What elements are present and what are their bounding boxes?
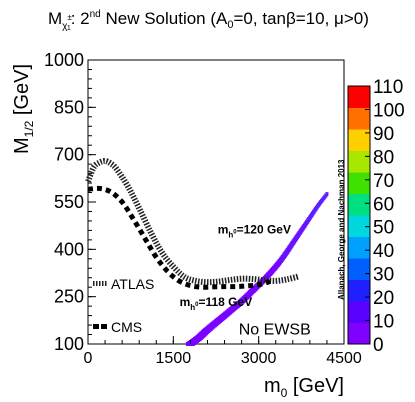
colorbar-label: 100 (373, 100, 405, 121)
title-tail: =0, tanβ=10, μ>0) (234, 9, 369, 28)
x-tick-label: 1500 (156, 350, 192, 367)
colorbar-frame (347, 85, 371, 345)
y-tick-label: 1000 (44, 50, 84, 70)
legend-swatch-atlas (93, 281, 107, 286)
x-axis-label: m0 [GeV] (264, 375, 344, 400)
title-a0-sub: 0 (227, 19, 233, 31)
atlas-curve (85, 157, 300, 286)
colorbar-label: 60 (373, 194, 394, 215)
colorbar-segment (348, 322, 370, 345)
legend-label-cms: CMS (111, 319, 142, 335)
x-tick-label: 3000 (241, 350, 277, 367)
colorbar-label: 0 (373, 335, 384, 356)
colorbar-segment (348, 301, 370, 323)
legend: ATLAS CMS (93, 276, 154, 335)
cms-curve (87, 185, 271, 290)
colorbar-label: 30 (373, 265, 394, 286)
atlas-series (85, 157, 300, 286)
title-sub: χ (62, 21, 68, 32)
annotation-credit: Allanach, George and Nachman 2013 (337, 159, 346, 300)
colorbar-segment (348, 150, 370, 173)
colorbar-label: 20 (373, 288, 394, 309)
x-axis-ticks: 0 1500 3000 4500 (84, 336, 362, 367)
colorbar-segment (348, 107, 370, 130)
title-subsub: 1 (67, 25, 71, 32)
colorbar-label: 70 (373, 171, 394, 192)
legend-label-atlas: ATLAS (111, 276, 154, 292)
chart-title: Mχ± 1: 2nd New Solution (A0=0, tanβ=10, μ… (48, 9, 369, 32)
title-prefix: M (48, 9, 62, 28)
y-tick-label: 400 (54, 239, 84, 259)
colorbar-segment (348, 86, 370, 108)
colorbar-segment (348, 236, 370, 259)
y-tick-label: 100 (54, 334, 84, 354)
y-axis-ticks: 100 250 400 550 700 850 1000 (44, 50, 96, 354)
colorbar-label: 50 (373, 218, 394, 239)
title-sup: nd (90, 9, 101, 20)
colorbar-label: 80 (373, 147, 394, 168)
annotation-no-ewsb: No EWSB (239, 322, 311, 339)
y-tick-label: 550 (54, 192, 84, 212)
y-tick-label: 850 (54, 97, 84, 117)
title-subsup: ± (67, 13, 72, 22)
annotation-mh-120: mh0=120 GeV (218, 223, 291, 240)
y-axis-label: M1/2 [GeV] (11, 64, 36, 154)
y-tick-label: 250 (54, 287, 84, 307)
annotation-mh-118: mh0=118 GeV (180, 295, 253, 312)
colorbar-label: 110 (373, 77, 403, 98)
colorbar-label: 90 (373, 124, 394, 145)
title-rest: New Solution (A (101, 9, 228, 28)
cms-series (87, 185, 271, 290)
no-ewsb-band (185, 192, 329, 346)
colorbar-label: 10 (373, 312, 394, 333)
x-tick-label: 0 (84, 350, 93, 367)
colorbar-segment (348, 215, 370, 237)
y-tick-label: 700 (54, 145, 84, 165)
colorbar-segment (348, 172, 370, 194)
colorbar-segment (348, 279, 370, 302)
colorbar-segment (348, 193, 370, 216)
x-tick-label: 4500 (326, 350, 362, 367)
title-mid: : 2 (71, 9, 90, 28)
plot-frame (87, 59, 345, 345)
no-ewsb-point (325, 192, 329, 197)
colorbar-segment (348, 129, 370, 151)
colorbar-segment (348, 258, 370, 280)
colorbar-label: 40 (373, 241, 394, 262)
